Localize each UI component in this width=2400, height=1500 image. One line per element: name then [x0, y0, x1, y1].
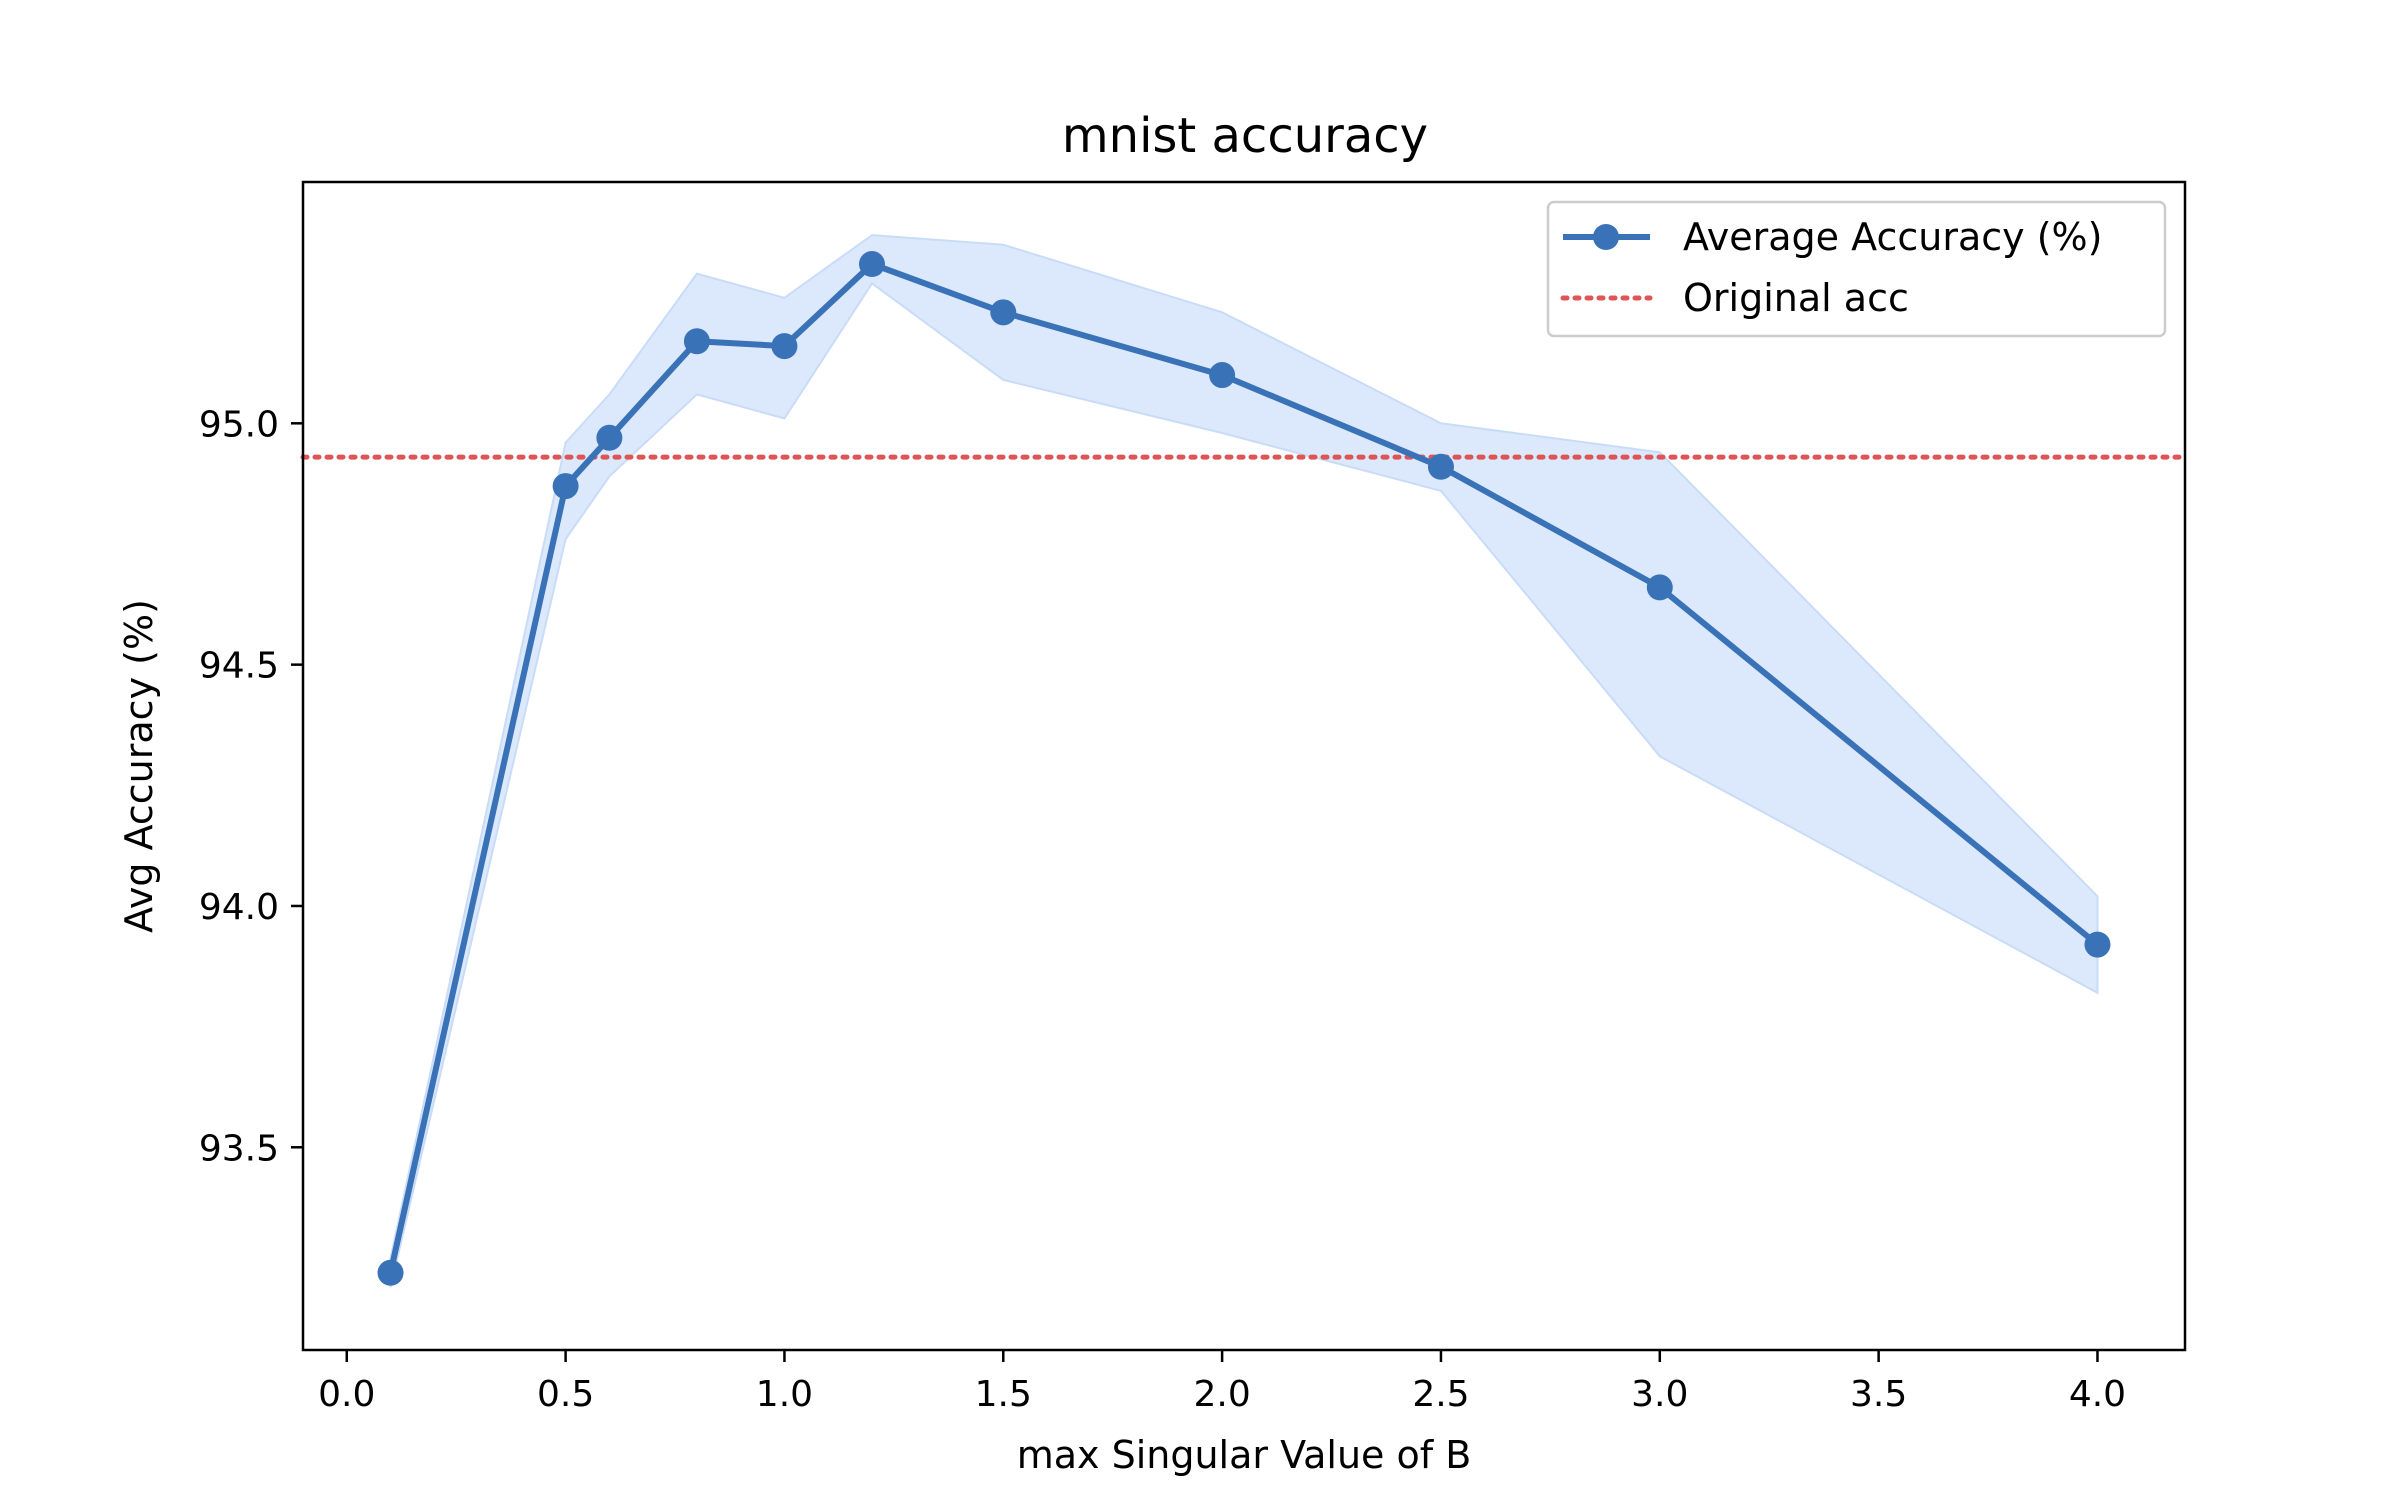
data-point — [377, 1259, 404, 1286]
legend-series-marker — [1593, 224, 1619, 250]
x-axis-label: max Singular Value of B — [1017, 1433, 1472, 1477]
x-tick-label: 0.0 — [318, 1374, 375, 1415]
legend-box — [1546, 200, 2167, 338]
y-tick-label: 94.5 — [199, 646, 279, 687]
data-point — [552, 473, 579, 500]
confidence-band — [389, 234, 2099, 1288]
legend: Average Accuracy (%) Original acc — [1546, 200, 2167, 338]
x-tick-label: 1.0 — [756, 1374, 813, 1415]
legend-label-original-acc: Original acc — [1683, 276, 1909, 320]
y-tick-label: 93.5 — [199, 1128, 279, 1169]
x-tick-label: 3.5 — [1850, 1374, 1907, 1415]
data-point — [858, 251, 885, 278]
plot-frame — [301, 180, 2187, 1352]
data-point — [1427, 453, 1454, 480]
chart-title: mnist accuracy — [1062, 108, 1428, 164]
legend-label-average-accuracy: Average Accuracy (%) — [1683, 215, 2102, 259]
data-point — [990, 299, 1017, 326]
data-point — [1209, 362, 1236, 389]
x-tick-label: 2.5 — [1412, 1374, 1469, 1415]
data-point — [596, 424, 623, 451]
x-tick-label: 2.0 — [1193, 1374, 1250, 1415]
y-axis-label: Avg Accuracy (%) — [117, 599, 161, 933]
x-tick-label: 3.0 — [1631, 1374, 1688, 1415]
y-tick-label: 95.0 — [199, 404, 279, 445]
data-point — [1646, 574, 1673, 601]
y-tick-label: 94.0 — [199, 887, 279, 928]
y-axis: 93.5 94.0 94.5 95.0 — [199, 404, 303, 1169]
x-tick-label: 4.0 — [2069, 1374, 2126, 1415]
x-tick-label: 1.5 — [975, 1374, 1032, 1415]
data-point — [2084, 931, 2111, 958]
plot-area — [300, 234, 2188, 1288]
data-point — [683, 328, 710, 355]
data-point — [771, 333, 798, 360]
x-tick-label: 0.5 — [537, 1374, 594, 1415]
x-axis: 0.0 0.5 1.0 1.5 2.0 2.5 3.0 3.5 4.0 — [318, 1350, 2126, 1415]
